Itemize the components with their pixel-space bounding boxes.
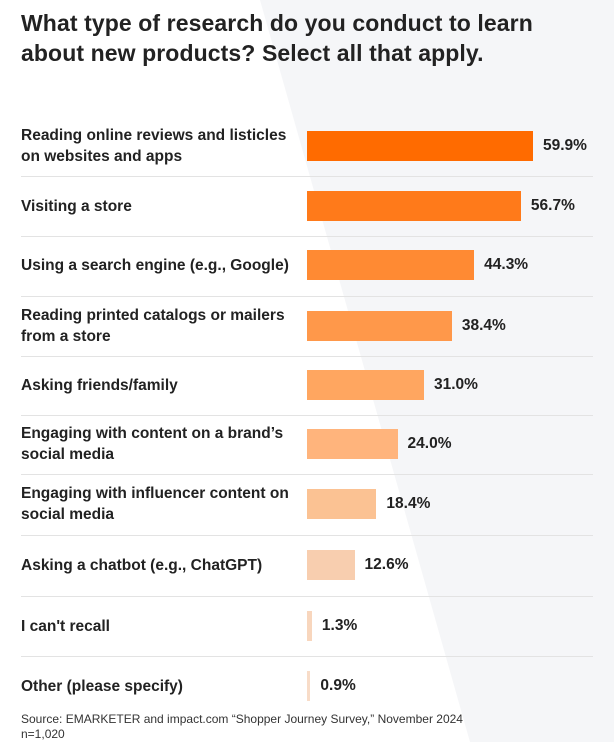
value-label: 1.3% xyxy=(321,617,358,634)
category-label: Reading printed catalogs or mailers from… xyxy=(21,307,285,345)
source-text: Source: EMARKETER and impact.com “Shoppe… xyxy=(21,712,463,726)
value-label: 38.4% xyxy=(461,317,506,334)
value-label: 56.7% xyxy=(530,197,575,214)
row-divider xyxy=(21,535,593,536)
row-divider xyxy=(21,596,593,597)
value-label: 59.9% xyxy=(543,137,587,154)
category-label: I can't recall xyxy=(21,617,110,635)
sample-size: n=1,020 xyxy=(21,727,65,741)
category-label: Visiting a store xyxy=(21,197,132,215)
row-divider xyxy=(21,176,593,177)
chart-source: Source: EMARKETER and impact.com “Shoppe… xyxy=(21,712,581,742)
value-label: 24.0% xyxy=(407,435,452,452)
category-label: Reading online reviews and listicles on … xyxy=(21,127,287,165)
bar xyxy=(307,429,398,459)
category-label: Asking friends/family xyxy=(21,376,178,394)
chart-title: What type of research do you conduct to … xyxy=(21,10,533,66)
bar xyxy=(307,250,475,280)
row-divider xyxy=(21,356,593,357)
value-label: 44.3% xyxy=(484,256,529,273)
value-label: 31.0% xyxy=(433,376,478,393)
value-label: 12.6% xyxy=(364,556,409,573)
value-label: 18.4% xyxy=(386,495,431,512)
bar xyxy=(307,489,377,519)
category-label: Using a search engine (e.g., Google) xyxy=(21,256,289,274)
row-divider xyxy=(21,474,593,475)
bar xyxy=(307,611,312,641)
row-divider xyxy=(21,236,593,237)
row-divider xyxy=(21,656,593,657)
row-divider xyxy=(21,296,593,297)
bar xyxy=(307,311,452,341)
bar xyxy=(307,550,355,580)
category-label: Other (please specify) xyxy=(21,677,183,695)
category-label: Engaging with influencer content on soci… xyxy=(21,485,289,523)
category-label: Engaging with content on a brand’s socia… xyxy=(21,425,284,463)
value-label: 0.9% xyxy=(320,677,356,694)
bar xyxy=(307,671,311,701)
bar xyxy=(307,131,533,161)
bar xyxy=(307,370,424,400)
row-divider xyxy=(21,415,593,416)
category-label: Asking a chatbot (e.g., ChatGPT) xyxy=(21,556,263,574)
bar xyxy=(307,191,521,221)
